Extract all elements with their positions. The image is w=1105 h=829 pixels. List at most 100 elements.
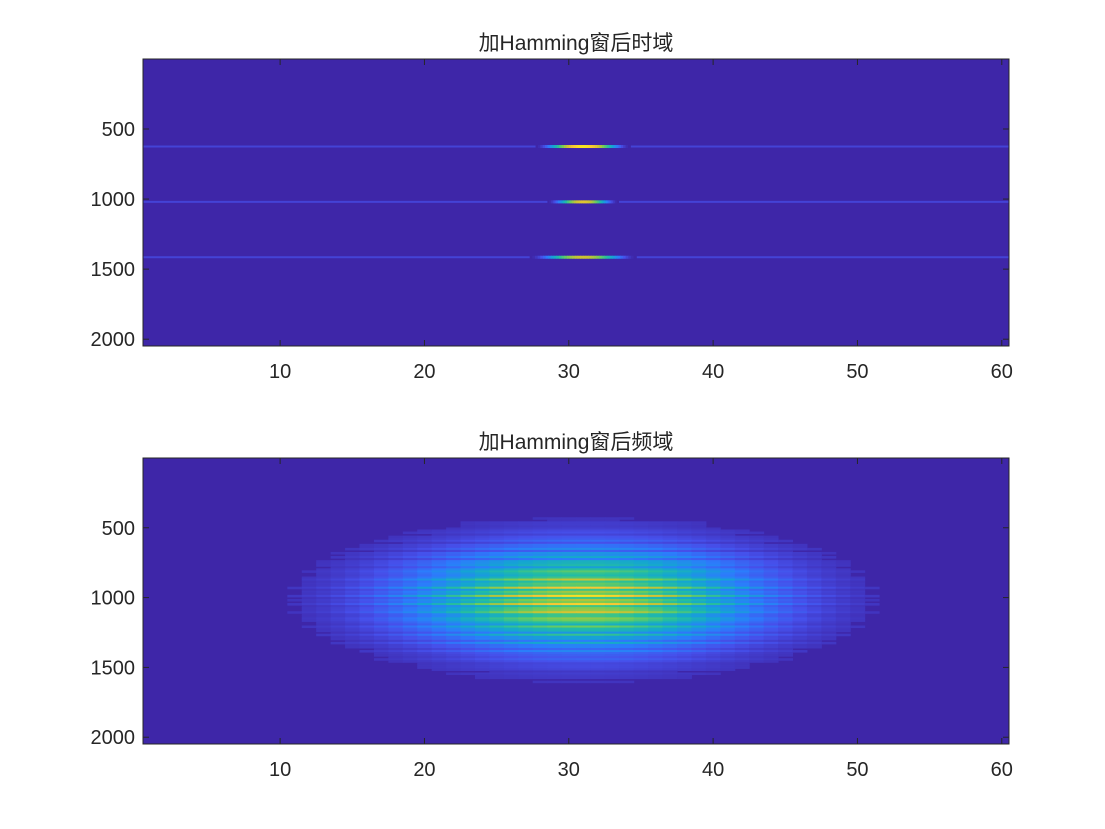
heatmap-cell — [532, 647, 548, 651]
heatmap-cell — [561, 588, 577, 592]
heatmap-cell — [460, 629, 476, 633]
heatmap-cell — [691, 641, 707, 645]
heatmap-cell — [547, 613, 563, 616]
heatmap-cell — [518, 621, 534, 624]
heatmap-cell — [633, 652, 649, 655]
heatmap-cell — [503, 541, 519, 545]
heatmap-cell — [734, 601, 750, 604]
heatmap-cell — [614, 255, 619, 259]
heatmap-cell — [778, 568, 793, 571]
heatmap-cell — [734, 570, 750, 573]
heatmap-cell — [677, 662, 692, 665]
heatmap-cell — [575, 200, 579, 204]
heatmap-cell — [763, 611, 779, 614]
heatmap-cell — [648, 582, 664, 586]
heatmap-cell — [633, 627, 649, 631]
heatmap-cell — [662, 525, 678, 528]
heatmap-cell — [359, 635, 375, 639]
heatmap-cell — [373, 639, 389, 643]
heatmap-cell — [446, 619, 462, 622]
heatmap-cell — [388, 594, 404, 598]
heatmap-cell — [613, 145, 617, 149]
heatmap-cell — [778, 654, 793, 657]
heatmap-cell — [691, 527, 707, 530]
heatmap-cell — [330, 580, 346, 584]
heatmap-cell — [705, 529, 721, 533]
heatmap-cell — [691, 560, 707, 563]
heatmap-cell — [359, 633, 375, 637]
heatmap-cell — [792, 641, 808, 645]
heatmap-cell — [460, 545, 476, 549]
heatmap-cell — [460, 605, 476, 608]
heatmap-cell — [620, 145, 624, 149]
heatmap-cell — [633, 592, 649, 596]
heatmap-cell — [402, 654, 418, 657]
heatmap-cell — [503, 545, 519, 549]
heatmap-cell — [417, 588, 433, 592]
heatmap-cell — [460, 619, 476, 622]
heatmap-cell — [806, 613, 822, 616]
heatmap-cell — [287, 611, 303, 614]
heatmap-cell — [792, 639, 808, 643]
heatmap-cell — [532, 668, 548, 671]
heatmap-cell — [547, 652, 563, 655]
heatmap-cell — [806, 560, 822, 563]
heatmap-cell — [763, 574, 779, 577]
heatmap-cell — [619, 558, 635, 561]
heatmap-cell — [588, 255, 592, 259]
heatmap-cell — [532, 643, 548, 647]
heatmap-cell — [662, 674, 678, 678]
heatmap-cell — [763, 560, 779, 563]
heatmap-cell — [388, 549, 404, 553]
heatmap-cell — [431, 660, 447, 663]
heatmap-cell — [402, 660, 418, 663]
heatmap-cell — [792, 582, 808, 586]
heatmap-cell — [749, 551, 765, 555]
heatmap-cell — [474, 574, 490, 577]
heatmap-cell — [691, 549, 707, 553]
heatmap-cell — [474, 535, 490, 539]
heatmap-cell — [446, 529, 462, 533]
heatmap-cell — [604, 590, 620, 594]
heatmap-cell — [431, 658, 447, 661]
heatmap-cell — [460, 641, 476, 645]
heatmap-cell — [662, 558, 678, 561]
heatmap-cell — [604, 558, 620, 561]
heatmap-cell — [835, 623, 851, 627]
heatmap-cell — [561, 623, 577, 627]
heatmap-cell — [301, 582, 317, 586]
heatmap-cell — [619, 584, 635, 588]
heatmap-cell — [619, 545, 635, 549]
heatmap-cell — [373, 584, 389, 588]
heatmap-cell — [778, 637, 793, 641]
heatmap-cell — [619, 621, 635, 624]
heatmap-cell — [590, 664, 606, 667]
heatmap-cell — [547, 615, 563, 618]
heatmap-cell — [619, 541, 635, 545]
heatmap-cell — [566, 200, 570, 204]
heatmap-cell — [850, 596, 866, 600]
heatmap-cell — [633, 623, 649, 627]
heatmap-cell — [474, 568, 490, 571]
heatmap-cell — [359, 621, 375, 624]
heatmap-cell — [345, 623, 360, 627]
heatmap-cell — [532, 645, 548, 649]
heatmap-cell — [316, 592, 332, 596]
heatmap-cell — [402, 601, 418, 604]
heatmap-cell — [561, 615, 577, 618]
heatmap-cell — [532, 525, 548, 528]
heatmap-cell — [734, 609, 750, 612]
heatmap-cell — [677, 574, 692, 577]
heatmap-cell — [489, 623, 505, 627]
heatmap-cell — [590, 145, 593, 149]
heatmap-cell — [835, 605, 851, 608]
heatmap-cell — [460, 547, 476, 551]
heatmap-cell — [532, 662, 548, 665]
heatmap-cell — [503, 623, 519, 627]
heatmap-cell — [561, 539, 577, 543]
heatmap-cell — [734, 584, 750, 588]
heatmap-cell — [301, 617, 317, 620]
heatmap-cell — [821, 633, 837, 637]
heatmap-cell — [749, 543, 765, 547]
heatmap-cell — [677, 556, 692, 559]
